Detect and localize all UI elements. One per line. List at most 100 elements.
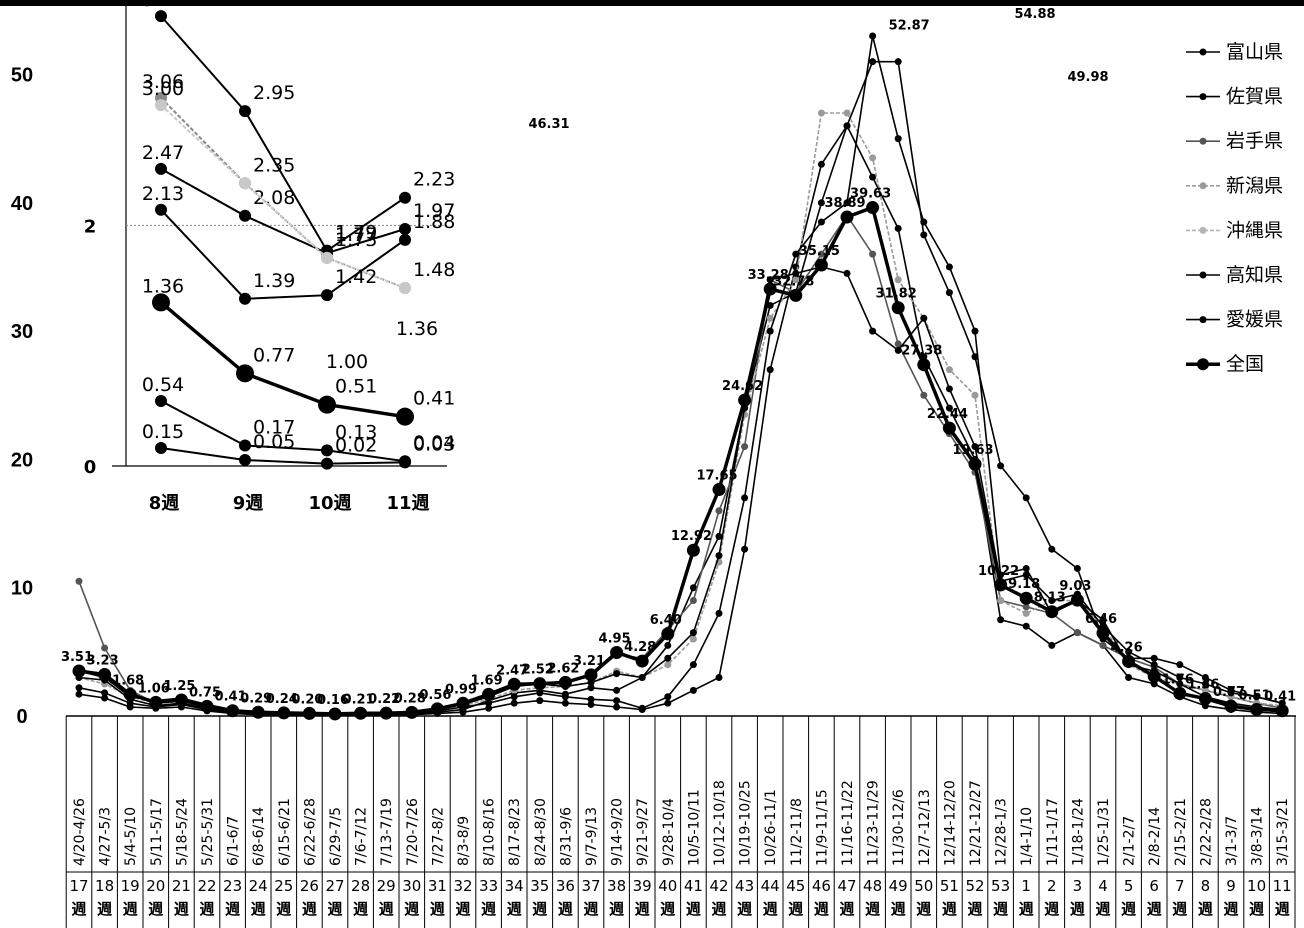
data-label: 1.76 (1162, 672, 1194, 687)
data-label: 22.44 (927, 407, 968, 422)
inset-category: 8週 (149, 493, 180, 514)
category-label: 5/18-5/24 (174, 798, 190, 866)
data-point (894, 340, 902, 348)
legend-marker (1199, 137, 1207, 145)
data-label: 0.22 (368, 692, 400, 707)
week-suffix: 週 (1249, 900, 1264, 918)
data-point (945, 289, 953, 297)
category-label: 10/19-10/25 (738, 780, 754, 866)
week-suffix: 週 (788, 900, 803, 918)
category-label: 5/11-5/17 (149, 798, 165, 866)
data-point (997, 597, 1005, 605)
inset-y-tick: 0 (84, 457, 97, 478)
data-point (971, 443, 979, 451)
data-point (843, 122, 851, 130)
data-point (482, 687, 496, 701)
week-suffix: 週 (404, 900, 419, 918)
category-label: 2/1-2/7 (1122, 816, 1138, 866)
data-point (1275, 704, 1289, 718)
category-label: 6/1-6/7 (226, 816, 242, 866)
week-number: 19 (121, 877, 140, 895)
category-label: 12/7-12/13 (917, 789, 933, 866)
week-suffix: 週 (302, 900, 317, 918)
data-point (664, 693, 672, 701)
inset-data-label: 0.15 (142, 421, 184, 443)
data-point (997, 616, 1005, 624)
week-suffix: 週 (1147, 900, 1162, 918)
legend-label: 愛媛県 (1226, 309, 1283, 331)
category-label: 4/27-5/3 (98, 807, 114, 866)
week-suffix: 週 (865, 900, 880, 918)
week-number: 51 (940, 877, 959, 895)
data-point (920, 218, 928, 226)
data-label: 38.89 (824, 196, 865, 211)
data-point (536, 697, 544, 705)
data-point (405, 705, 419, 719)
data-point (1125, 648, 1133, 656)
data-label: 0.16 (317, 693, 349, 708)
data-label: 4.28 (624, 640, 656, 655)
data-point (894, 276, 902, 284)
inset-data-label: 1.42 (335, 266, 377, 288)
data-label: 0.20 (291, 692, 323, 707)
week-suffix: 週 (916, 900, 931, 918)
data-label: 2.47 (496, 663, 528, 678)
category-label: 4/20-4/26 (72, 798, 88, 866)
week-number: 11 (1273, 877, 1292, 895)
data-label: 12.92 (671, 529, 712, 544)
data-label: 0.99 (445, 682, 477, 697)
week-number: 50 (914, 877, 933, 895)
week-number: 43 (735, 877, 754, 895)
inset-data-label: 1.79 (335, 222, 377, 244)
week-suffix: 週 (583, 900, 598, 918)
data-point (894, 346, 902, 354)
data-point (661, 627, 675, 641)
data-label: 35.15 (799, 244, 840, 259)
data-point (536, 689, 544, 697)
data-label: 0.56 (419, 688, 451, 703)
inset-data-point (399, 191, 411, 204)
data-point (686, 543, 700, 557)
data-point (1048, 641, 1056, 649)
category-label: 6/8-6/14 (251, 807, 267, 866)
legend-marker (1199, 316, 1207, 324)
data-label: 0.21 (343, 692, 375, 707)
data-point (869, 154, 877, 162)
data-point (251, 705, 265, 719)
inset-series-line (160, 447, 406, 465)
data-labels: 3.513.231.681.061.250.750.410.290.240.20… (61, 7, 1296, 708)
week-number: 47 (837, 877, 856, 895)
week-suffix: 週 (327, 900, 342, 918)
data-point (75, 684, 83, 692)
data-point (715, 532, 723, 540)
data-point (123, 687, 137, 701)
category-label: 1/25-1/31 (1096, 798, 1112, 866)
week-suffix: 週 (1121, 900, 1136, 918)
category-label: 3/8-3/14 (1250, 807, 1266, 866)
data-label: 4.26 (1111, 640, 1143, 655)
data-point (98, 668, 112, 682)
data-label: 6.40 (650, 613, 682, 628)
inset-data-label: 1.88 (413, 211, 455, 233)
category-label: 10/5-10/11 (686, 789, 702, 866)
data-point (843, 109, 851, 117)
inset-series-line (160, 15, 406, 253)
data-label: 39.63 (850, 187, 891, 202)
data-point (766, 366, 774, 374)
data-point (869, 58, 877, 66)
data-label: 3.21 (573, 654, 605, 669)
data-point (689, 661, 697, 669)
week-number: 18 (95, 877, 114, 895)
inset-data-label: 3.74 (142, 0, 184, 11)
data-point (792, 250, 800, 258)
data-point (869, 250, 877, 258)
data-point (75, 690, 83, 698)
week-number: 32 (453, 877, 472, 895)
inset-series-line (160, 168, 406, 255)
data-point (459, 708, 467, 716)
data-label: 0.24 (266, 692, 298, 707)
data-point (817, 160, 825, 168)
data-point (715, 552, 723, 560)
data-point (792, 269, 800, 277)
inset-chart: 0 2 8週 9週 10週 11週 3.74 2.95 1.79 2.23 2.47 2.08 1.77… (84, 0, 456, 514)
